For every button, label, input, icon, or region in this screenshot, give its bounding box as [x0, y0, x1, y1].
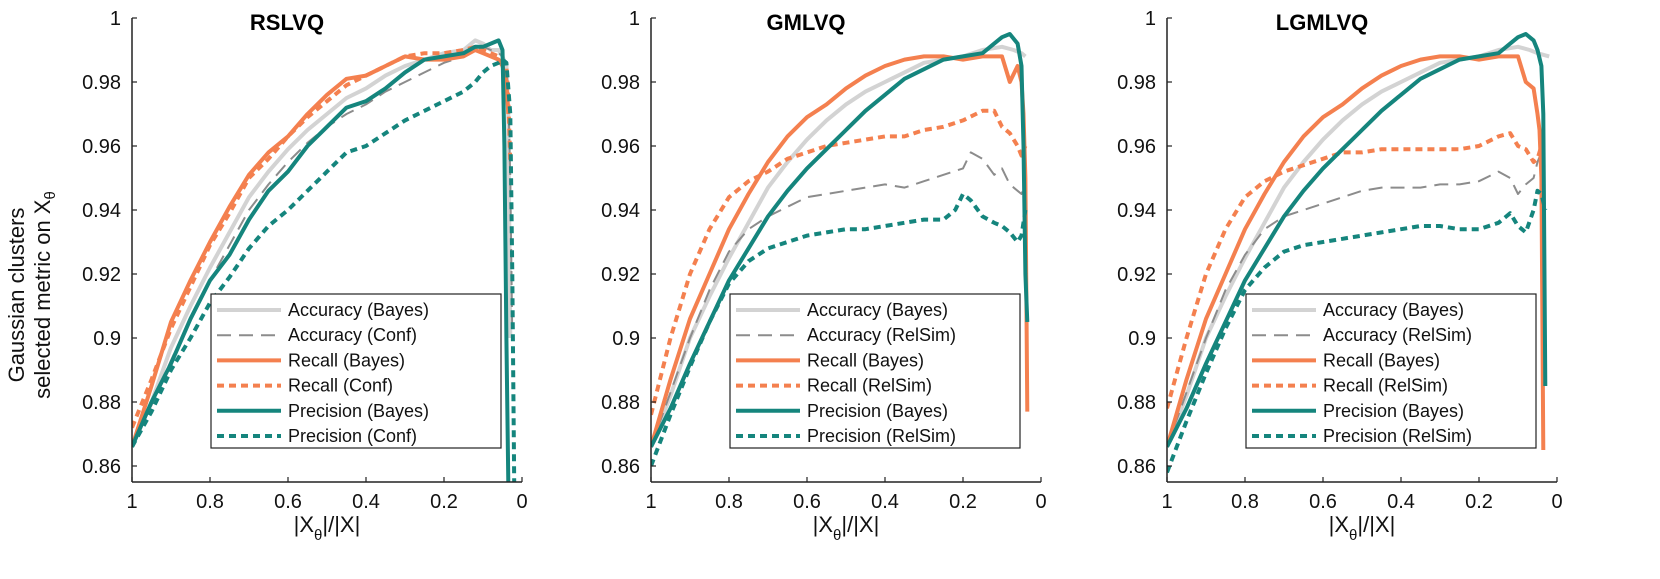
x-axis-label: |Xθ|/|X|	[294, 512, 361, 544]
legend-label: Recall (Bayes)	[1323, 350, 1440, 370]
y-tick-label: 0.88	[82, 392, 121, 414]
legend-box	[729, 293, 1021, 449]
legend-label: Precision (Bayes)	[807, 401, 948, 421]
series-line-precision-relsim	[1167, 188, 1548, 474]
y-tick-label: 0.86	[601, 456, 640, 478]
y-tick-label: 0.88	[1117, 392, 1156, 414]
series-line-precision-bayes	[651, 32, 1030, 448]
series-line-recall-bayes	[1167, 54, 1546, 451]
legend-label: Recall (Bayes)	[807, 350, 924, 370]
y-tick-label: 0.98	[601, 72, 640, 94]
series-line-recall-conf	[132, 44, 513, 429]
legend-box	[210, 293, 502, 449]
y-tick-label: 0.96	[601, 136, 640, 158]
y-tick-label: 0.98	[1117, 72, 1156, 94]
x-axis-label: |Xθ|/|X|	[1329, 512, 1396, 544]
x-tick-label: 0	[1551, 491, 1562, 513]
panel-title: GMLVQ	[766, 10, 845, 35]
panel-gmlvq: 0.86 0.88 0.9 0.92 0.94 0.96 0.98 1 1 0.8 0.6 0.4 0.…	[601, 8, 1047, 544]
y-axis-label: Gaussian clusters selected metric on Xθ	[4, 191, 59, 399]
series-group	[1167, 32, 1550, 474]
x-tick-label: 0.2	[430, 491, 458, 513]
legend-label: Precision (RelSim)	[1323, 426, 1472, 446]
series-line-precision-bayes	[1167, 32, 1548, 448]
y-axis-label-line2: selected metric on Xθ	[30, 191, 59, 399]
x-tick-label: 0.6	[793, 491, 821, 513]
y-tick-label: 0.92	[1117, 264, 1156, 286]
panel-lgmlvq: 0.86 0.88 0.9 0.92 0.94 0.96 0.98 1 1 0.8 0.6 0.4 0.…	[1117, 8, 1563, 544]
y-tick-label: 0.86	[1117, 456, 1156, 478]
legend-label: Recall (Bayes)	[288, 350, 405, 370]
series-line-accuracy-bayes	[132, 38, 513, 448]
y-tick-label: 0.9	[612, 328, 640, 350]
x-tick-label: 0.2	[1465, 491, 1493, 513]
series-group	[651, 32, 1030, 467]
series-line-precision-bayes	[132, 38, 511, 482]
legend: Accuracy (Bayes) Accuracy (Conf) Recall (B…	[210, 293, 502, 449]
x-tick-label: 0.4	[871, 491, 899, 513]
panel-rslvq: 0.86 0.88 0.9 0.92 0.94 0.96 0.98 1 1 0.8 0.6 0.4 0.…	[82, 8, 528, 544]
y-tick-label: 0.98	[82, 72, 121, 94]
legend-label: Accuracy (Bayes)	[288, 300, 429, 320]
x-tick-label: 1	[645, 491, 656, 513]
x-tick-label: 0.6	[274, 491, 302, 513]
series-line-accuracy-relsim	[1167, 151, 1545, 448]
legend-label: Recall (RelSim)	[1323, 376, 1448, 396]
x-tick-label: 0.4	[352, 491, 380, 513]
x-tick-label: 0	[516, 491, 527, 513]
legend-label: Accuracy (Bayes)	[1323, 300, 1464, 320]
legend: Accuracy (Bayes) Accuracy (RelSim) Recall …	[729, 293, 1021, 449]
legend-label: Recall (Conf)	[288, 376, 393, 396]
y-tick-label: 0.86	[82, 456, 121, 478]
series-line-accuracy-bayes	[651, 44, 1027, 448]
y-tick-label: 1	[110, 8, 121, 30]
x-tick-label: 0.8	[1231, 491, 1259, 513]
panel-title: RSLVQ	[250, 10, 324, 35]
x-tick-label: 0.6	[1309, 491, 1337, 513]
y-tick-label: 0.9	[1128, 328, 1156, 350]
legend-label: Recall (RelSim)	[807, 376, 932, 396]
legend: Accuracy (Bayes) Accuracy (RelSim) Recall …	[1245, 293, 1537, 449]
legend-label: Precision (RelSim)	[807, 426, 956, 446]
y-tick-label: 0.94	[601, 200, 640, 222]
series-line-accuracy-bayes	[1167, 44, 1550, 448]
x-tick-label: 1	[126, 491, 137, 513]
y-tick-label: 0.96	[82, 136, 121, 158]
y-tick-label: 0.94	[82, 200, 121, 222]
legend-label: Accuracy (Conf)	[288, 325, 417, 345]
legend-label: Precision (Conf)	[288, 426, 417, 446]
x-tick-label: 0.8	[196, 491, 224, 513]
x-tick-label: 0.8	[715, 491, 743, 513]
panel-title: LGMLVQ	[1276, 10, 1368, 35]
y-tick-label: 0.94	[1117, 200, 1156, 222]
y-tick-label: 0.96	[1117, 136, 1156, 158]
legend-label: Precision (Bayes)	[1323, 401, 1464, 421]
legend-label: Accuracy (RelSim)	[1323, 325, 1472, 345]
series-line-accuracy-relsim	[651, 151, 1027, 448]
x-tick-label: 1	[1161, 491, 1172, 513]
y-tick-label: 1	[629, 8, 640, 30]
series-line-recall-relsim	[1167, 131, 1544, 409]
x-tick-label: 0.4	[1387, 491, 1415, 513]
x-axis-label: |Xθ|/|X|	[813, 512, 880, 544]
y-tick-label: 0.9	[93, 328, 121, 350]
y-tick-label: 0.88	[601, 392, 640, 414]
x-tick-label: 0.2	[949, 491, 977, 513]
series-line-recall-bayes	[651, 54, 1030, 448]
y-axis-label-line1: Gaussian clusters	[4, 208, 29, 383]
x-tick-label: 0	[1035, 491, 1046, 513]
y-tick-label: 0.92	[82, 264, 121, 286]
legend-label: Accuracy (RelSim)	[807, 325, 956, 345]
legend-box	[1245, 293, 1537, 449]
legend-label: Accuracy (Bayes)	[807, 300, 948, 320]
y-tick-label: 1	[1145, 8, 1156, 30]
legend-label: Precision (Bayes)	[288, 401, 429, 421]
y-tick-label: 0.92	[601, 264, 640, 286]
